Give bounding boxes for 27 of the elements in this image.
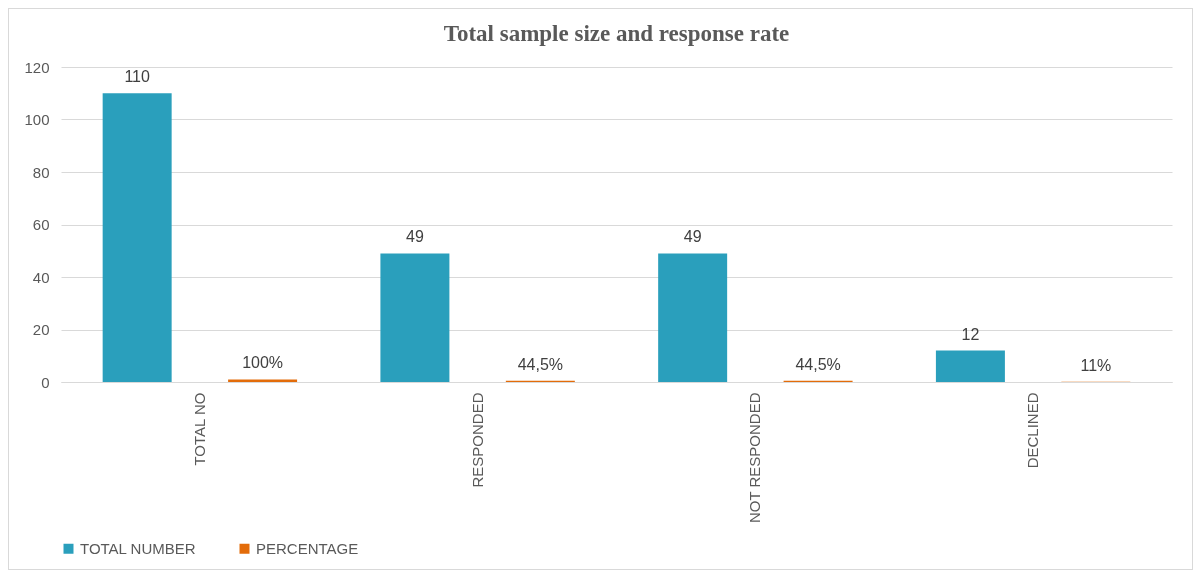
x-tick-label: TOTAL NO (190, 392, 208, 466)
y-tick-label: 100 (24, 111, 50, 128)
x-tick-label: RESPONDED (468, 392, 486, 488)
bar (935, 350, 1005, 382)
y-tick-label: 20 (32, 321, 50, 338)
bar (658, 253, 728, 382)
legend-label: PERCENTAGE (256, 539, 359, 557)
y-tick-label: 0 (41, 373, 50, 391)
y-tick-label: 40 (32, 268, 50, 286)
data-label: 100% (242, 354, 284, 372)
data-label: 12 (961, 325, 980, 343)
data-label: 11% (1080, 356, 1112, 374)
bar (102, 93, 172, 382)
data-label: 44,5% (517, 355, 564, 373)
data-label: 110 (124, 68, 151, 86)
y-tick-label: 60 (32, 216, 50, 233)
x-tick-label: DECLINED (1024, 392, 1042, 469)
bar (228, 379, 298, 382)
legend-label: TOTAL NUMBER (80, 539, 196, 557)
data-label: 49 (406, 228, 424, 246)
chart-title: Total sample size and response rate (443, 21, 790, 46)
y-tick-label: 120 (24, 58, 50, 76)
data-label: 49 (683, 228, 702, 246)
y-tick-label: 80 (32, 163, 50, 181)
data-label: 44,5% (795, 355, 841, 373)
bar (380, 253, 450, 382)
x-tick-label: NOT RESPONDED (746, 392, 764, 524)
